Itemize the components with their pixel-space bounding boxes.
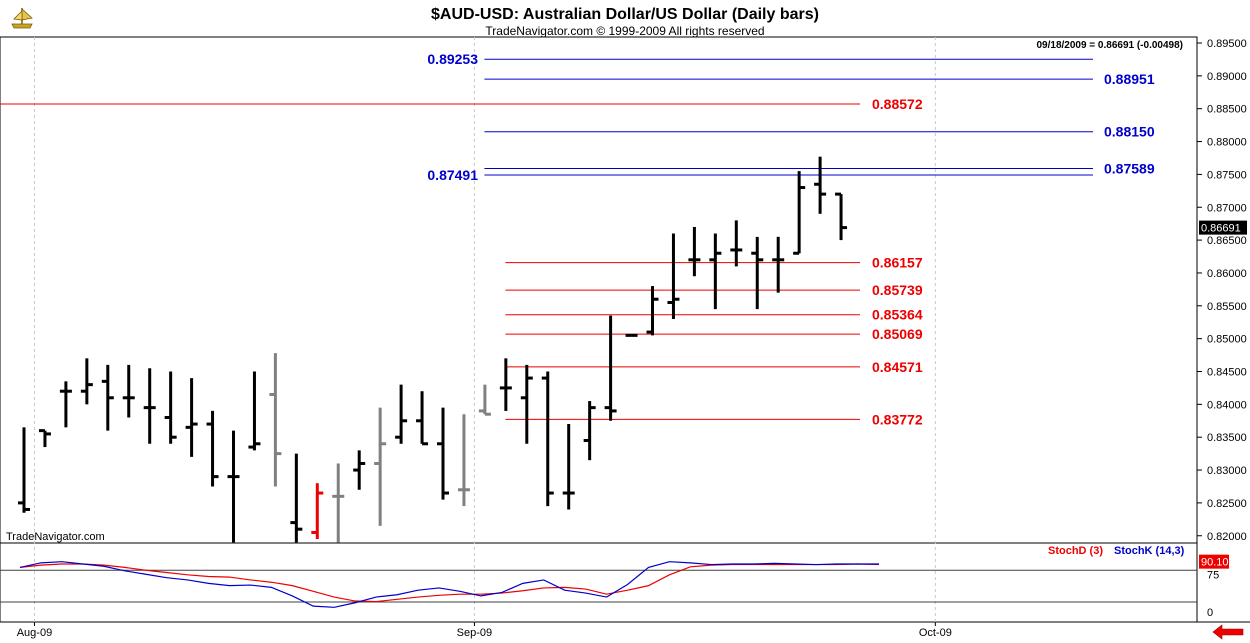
stoch-y-tick: 0: [1207, 607, 1213, 619]
y-tick-label: 0.89500: [1207, 38, 1247, 50]
ohlc-bar: [395, 384, 408, 444]
ohlc-bar: [520, 364, 533, 444]
y-tick-label: 0.85000: [1207, 334, 1247, 346]
ohlc-bar: [18, 427, 30, 513]
level-label: 0.85069: [872, 326, 923, 342]
ohlc-bar: [269, 353, 282, 487]
level-label: 0.88150: [1104, 124, 1155, 140]
y-tick-label: 0.82500: [1207, 498, 1247, 510]
stoch-last-label: 90.10: [1201, 557, 1229, 569]
ohlc-bar: [38, 429, 51, 448]
legend-stoch-k: StochK (14,3): [1114, 545, 1185, 557]
ohlc-bar: [332, 463, 345, 543]
y-tick-label: 0.82000: [1207, 531, 1247, 543]
price-bars: [18, 156, 848, 543]
x-tick-label: Aug-09: [17, 627, 52, 639]
ohlc-bar: [499, 358, 512, 411]
ohlc-bar: [583, 401, 596, 461]
ohlc-bar: [437, 407, 449, 500]
ohlc-bar: [143, 368, 156, 444]
y-tick-label: 0.86000: [1207, 268, 1247, 280]
y-tick-label: 0.84500: [1207, 367, 1247, 379]
last-price-box: [1199, 220, 1247, 235]
y-tick-label: 0.87000: [1207, 202, 1247, 214]
ohlc-bar: [478, 384, 491, 416]
level-label: 0.85364: [872, 307, 923, 323]
stoch-last-box: [1199, 554, 1229, 569]
ohlc-bar: [164, 371, 177, 444]
price-levels: 0.89253 0.88951 0.88572 0.88150 0.87589 0.874…: [0, 51, 1155, 427]
ohlc-bar: [835, 192, 848, 241]
stoch-y-tick: 75: [1207, 569, 1219, 581]
level-label: 0.87589: [1104, 161, 1155, 177]
y-tick-label: 0.84000: [1207, 399, 1247, 411]
y-tick-label: 0.86500: [1207, 235, 1247, 247]
ohlc-bar: [248, 371, 261, 451]
last-price-label: 0.86691: [1201, 223, 1241, 235]
indicator-panel: [0, 542, 1198, 623]
ohlc-bar: [814, 156, 827, 214]
y-tick-label: 0.88500: [1207, 104, 1247, 116]
level-label: 0.87491: [427, 167, 478, 183]
ohlc-bar: [667, 233, 680, 319]
level-label: 0.83772: [872, 411, 923, 427]
ohlc-bar: [541, 371, 554, 507]
y-tick-label: 0.87500: [1207, 169, 1247, 181]
legend-stoch-d: StochD (3): [1048, 545, 1103, 557]
ohlc-bar: [416, 391, 429, 446]
stochastic-plot: [0, 561, 1197, 608]
ohlc-bar: [709, 233, 722, 310]
scroll-left-arrow-icon[interactable]: [1212, 624, 1244, 640]
y-tick-label: 0.89000: [1207, 71, 1247, 83]
ohlc-bar: [122, 364, 135, 418]
ohlc-bar: [59, 381, 72, 428]
ohlc-bar: [646, 286, 659, 336]
level-label: 0.89253: [427, 51, 478, 67]
copyright-text: TradeNavigator.com © 1999-2009 All right…: [485, 24, 764, 38]
level-label: 0.85739: [872, 282, 923, 298]
x-tick-label: Sep-09: [457, 627, 492, 639]
ohlc-bar: [374, 407, 387, 526]
level-label: 0.84571: [872, 359, 923, 375]
ohlc-bar: [688, 226, 701, 277]
level-label: 0.88951: [1104, 71, 1155, 87]
ohlc-bar: [353, 450, 366, 490]
watermark: TradeNavigator.com: [6, 531, 105, 543]
status-readout: 09/18/2009 = 0.86691 (-0.00498): [1036, 40, 1183, 51]
date-axis[interactable]: Aug-09 Sep-09 Oct-09: [17, 622, 952, 639]
app-logo-icon[interactable]: [11, 8, 33, 29]
y-tick-label: 0.83000: [1207, 465, 1247, 477]
x-tick-label: Oct-09: [919, 627, 952, 639]
ohlc-bar: [80, 358, 93, 405]
ohlc-bar: [101, 364, 114, 431]
ohlc-bar: [185, 378, 198, 457]
ohlc-bar: [457, 414, 470, 507]
ohlc-bar: [227, 430, 240, 543]
ohlc-bar: [206, 410, 219, 487]
ohlc-bar: [772, 236, 785, 293]
ohlc-bar: [751, 236, 764, 310]
price-axis[interactable]: 0.82000 0.82500 0.83000 0.83500 0.84000 0.845…: [1197, 38, 1247, 619]
ohlc-bar: [604, 315, 617, 421]
level-label: 0.88572: [872, 96, 923, 112]
grid: [33, 37, 936, 622]
ohlc-bar: [730, 220, 743, 267]
y-tick-label: 0.85500: [1207, 301, 1247, 313]
stoch-line: [19, 561, 879, 608]
y-tick-label: 0.88000: [1207, 137, 1247, 149]
ohlc-bar: [290, 453, 303, 543]
ohlc-bar: [562, 424, 575, 510]
ohlc-bar: [311, 483, 324, 540]
axis-gutter: [1197, 37, 1250, 622]
y-tick-label: 0.83500: [1207, 432, 1247, 444]
level-label: 0.86157: [872, 255, 923, 271]
ohlc-bar: [793, 171, 806, 255]
chart-title: $AUD-USD: Australian Dollar/US Dollar (D…: [431, 6, 819, 23]
